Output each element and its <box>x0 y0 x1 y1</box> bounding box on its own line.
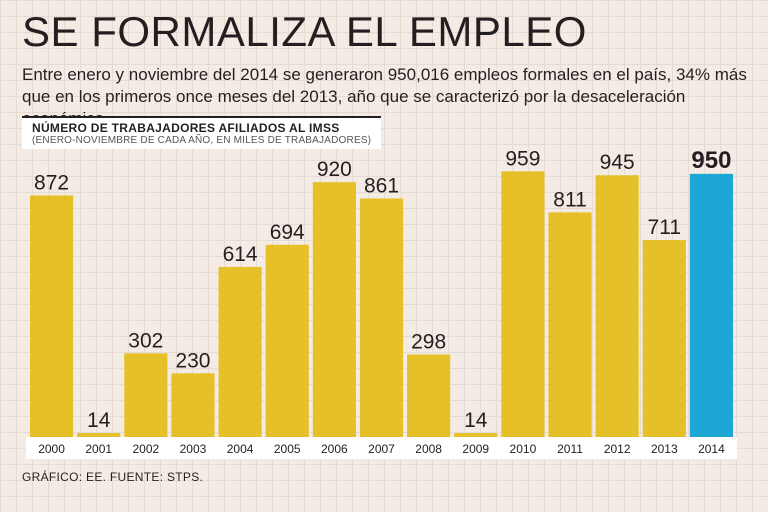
bar-2001 <box>77 433 121 437</box>
x-tick-2001: 2001 <box>85 442 112 456</box>
data-label-2006: 920 <box>317 158 352 181</box>
x-tick-2012: 2012 <box>604 442 631 456</box>
x-tick-2002: 2002 <box>132 442 159 456</box>
data-label-2013: 711 <box>648 216 681 239</box>
chart-label-subtitle: (ENERO-NOVIEMBRE DE CADA AÑO, EN MILES D… <box>32 135 372 146</box>
bar-2012 <box>595 175 639 438</box>
bar-2006 <box>312 182 356 437</box>
chart-label-title: NÚMERO DE TRABAJADORES AFILIADOS AL IMSS <box>32 121 340 135</box>
bar-2009 <box>454 433 498 437</box>
data-label-2014: 950 <box>691 147 731 174</box>
x-tick-2013: 2013 <box>651 442 678 456</box>
x-axis-strip <box>26 437 737 459</box>
data-label-2001: 14 <box>87 409 111 432</box>
data-label-2003: 230 <box>175 349 210 372</box>
x-tick-2005: 2005 <box>274 442 301 456</box>
x-tick-2008: 2008 <box>415 442 442 456</box>
x-tick-2007: 2007 <box>368 442 395 456</box>
source-note: GRÁFICO: EE. FUENTE: STPS. <box>22 470 204 484</box>
bar-2011 <box>548 212 592 437</box>
bar-2007 <box>359 198 404 437</box>
x-tick-2011: 2011 <box>557 442 583 456</box>
x-tick-2003: 2003 <box>180 442 207 456</box>
chart-title: SE FORMALIZA EL EMPLEO <box>22 8 587 55</box>
data-label-2008: 298 <box>411 330 446 353</box>
data-label-2004: 614 <box>223 243 258 266</box>
bar-2013 <box>642 240 686 437</box>
bar-2005 <box>265 244 309 437</box>
data-label-2000: 872 <box>34 171 69 194</box>
bar-2004 <box>218 266 262 437</box>
bar-2014 <box>689 173 733 437</box>
data-label-2011: 811 <box>553 188 586 211</box>
bar-2002 <box>124 353 168 437</box>
x-tick-2010: 2010 <box>510 442 537 456</box>
bar-2003 <box>171 373 215 437</box>
bar-2010 <box>501 171 545 437</box>
data-label-2002: 302 <box>128 329 163 352</box>
data-label-2005: 694 <box>270 221 305 244</box>
x-tick-2006: 2006 <box>321 442 348 456</box>
bar-2000 <box>30 195 74 437</box>
data-label-2009: 14 <box>464 409 488 432</box>
chart-label-box: NÚMERO DE TRABAJADORES AFILIADOS AL IMSS… <box>22 116 382 149</box>
data-label-2012: 945 <box>600 151 635 174</box>
data-label-2010: 959 <box>505 147 540 170</box>
x-tick-2009: 2009 <box>462 442 489 456</box>
chart-subtitle: Entre enero y noviembre del 2014 se gene… <box>22 65 747 128</box>
x-tick-2000: 2000 <box>38 442 65 456</box>
bar-2008 <box>407 354 451 437</box>
x-tick-2004: 2004 <box>227 442 254 456</box>
data-label-2007: 861 <box>364 175 399 198</box>
x-tick-2014: 2014 <box>698 442 725 456</box>
